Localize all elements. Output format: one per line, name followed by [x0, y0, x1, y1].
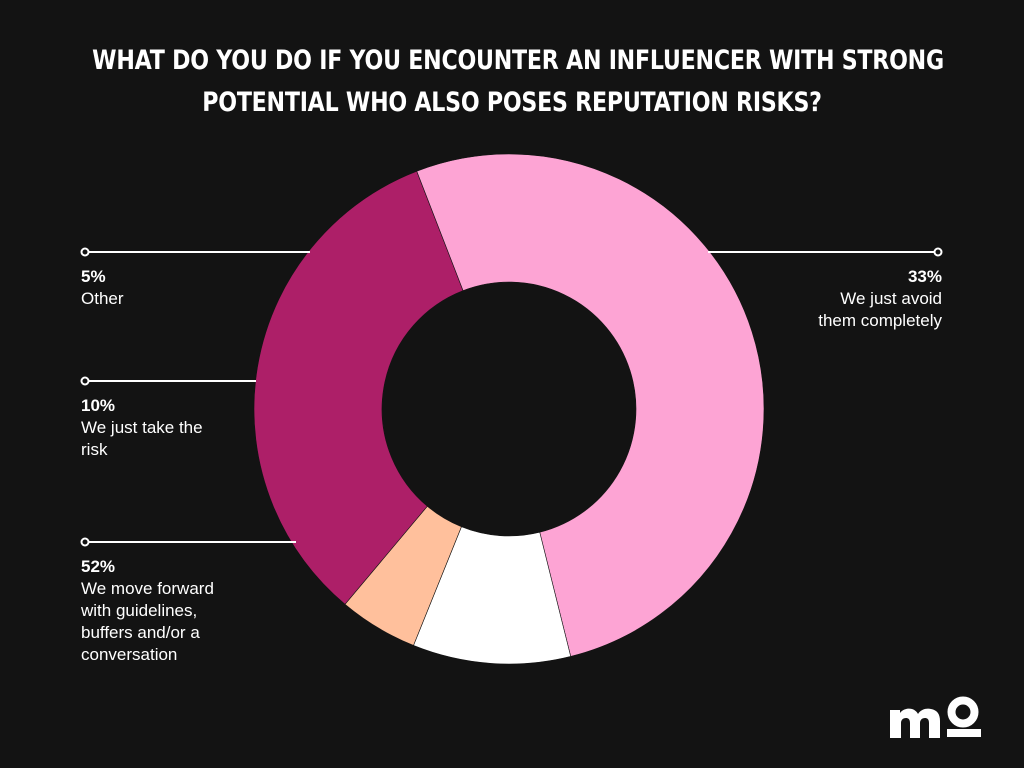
label-avoid-pct: 33% [907, 267, 942, 286]
label-avoid-line-1: We just avoid [840, 289, 942, 308]
slice-avoid [253, 170, 464, 605]
label-other-line-1: Other [81, 289, 124, 308]
label-forward-pct: 52% [81, 557, 116, 576]
label-avoid: 33% We just avoid them completely [760, 266, 942, 332]
label-take-risk-pct: 10% [81, 396, 116, 415]
label-take-risk-line-2: risk [81, 440, 108, 459]
slice-other [344, 505, 462, 646]
chart-title-line-2: POTENTIAL WHO ALSO POSES REPUTATION RISK… [202, 87, 822, 118]
leader-other-dot [80, 247, 90, 257]
label-forward-line-2: with guidelines, [81, 601, 198, 620]
label-forward-line-4: conversation [81, 645, 178, 664]
chart-title-line-1: WHAT DO YOU DO IF YOU ENCOUNTER AN INFLU… [92, 45, 944, 76]
leader-take-risk-dot [80, 376, 90, 386]
chart-title: WHAT DO YOU DO IF YOU ENCOUNTER AN INFLU… [92, 40, 944, 124]
label-avoid-line-2: them completely [818, 311, 942, 330]
slice-forward [416, 153, 765, 657]
leader-forward-dot [80, 537, 90, 547]
label-forward-line-1: We move forward [81, 579, 214, 598]
label-other: 5% Other [81, 266, 261, 310]
leader-avoid-dot [933, 247, 943, 257]
label-forward-line-3: buffers and/or a [81, 623, 200, 642]
label-other-pct: 5% [81, 267, 106, 286]
brand-logo: mo [890, 696, 981, 738]
label-forward: 52% We move forward with guidelines, buf… [81, 556, 271, 666]
label-take-risk-line-1: We just take the [81, 418, 203, 437]
label-take-risk: 10% We just take the risk [81, 395, 261, 461]
